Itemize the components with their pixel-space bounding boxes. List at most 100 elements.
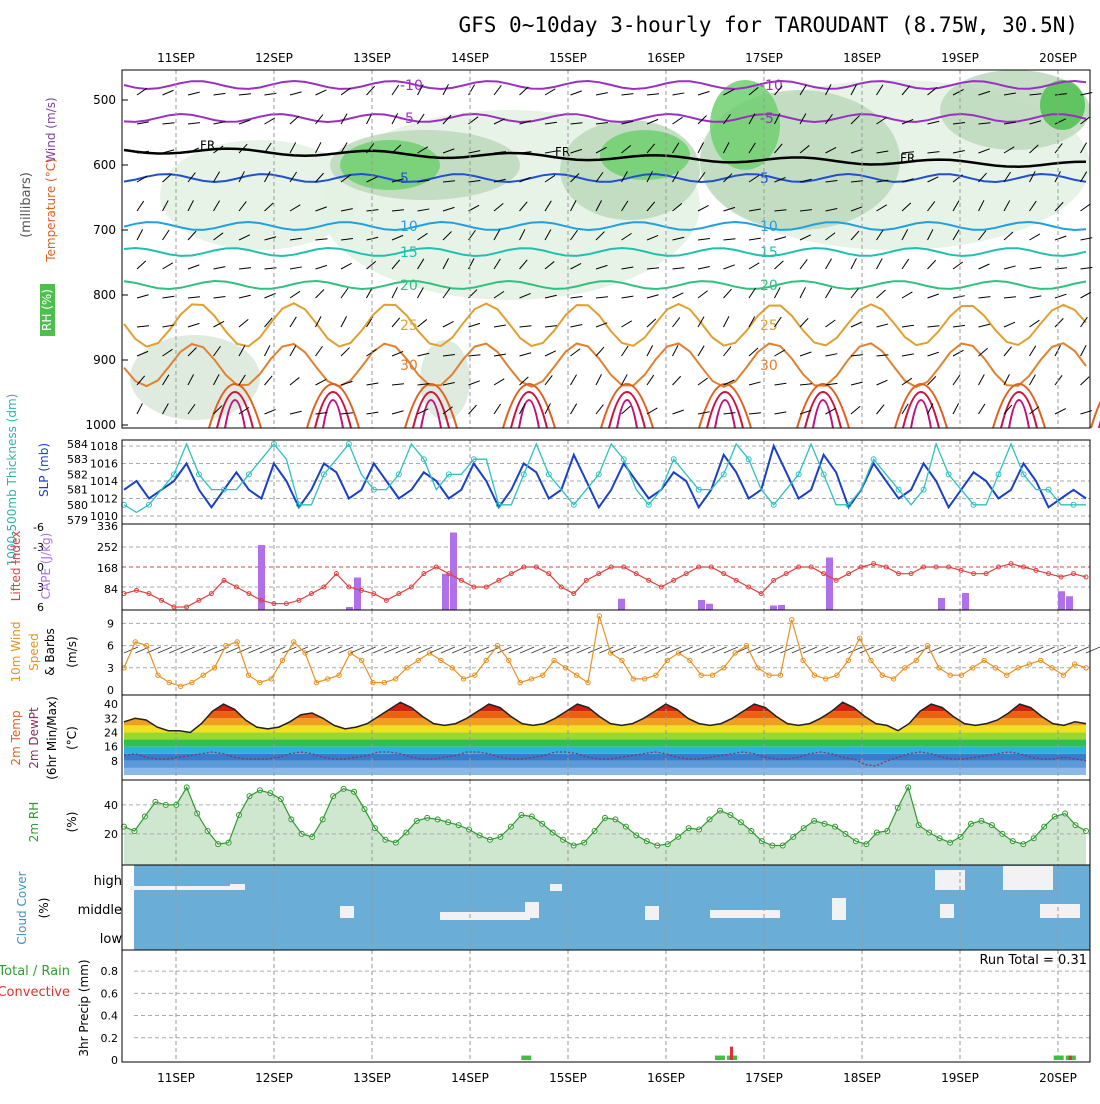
- freezing-label: FR: [200, 138, 215, 152]
- cape-bar: [442, 573, 449, 610]
- wind-barb: [289, 237, 302, 241]
- wind-barb: [799, 178, 812, 183]
- wind-barb: [391, 410, 404, 415]
- wind-barb: [442, 287, 451, 299]
- wind-barb: [442, 320, 454, 328]
- wind-barb: [646, 318, 657, 328]
- wind-barb: [697, 237, 710, 241]
- li-ylabels: Lifted Index CAPE (J/kg): [9, 531, 53, 602]
- cloud-cover-block: [1040, 904, 1080, 918]
- wind-barb: [850, 180, 863, 183]
- li-tick: 0: [37, 561, 44, 574]
- freezing-label: FR: [555, 145, 570, 159]
- wind-barb: [952, 88, 964, 96]
- wind-barb: [901, 291, 913, 299]
- wind10-barb: [395, 646, 410, 654]
- wind-barb: [799, 351, 812, 357]
- wind-barb: [544, 121, 557, 125]
- bottom-date-label: 11SEP: [157, 1071, 195, 1085]
- top-date-label: 13SEP: [353, 51, 391, 65]
- isotherm-label: 10: [400, 219, 418, 235]
- li-point: [446, 571, 452, 577]
- wind-barb: [672, 409, 684, 415]
- wind-barb: [315, 289, 325, 299]
- wind-point: [743, 642, 750, 649]
- wind-barb: [825, 146, 837, 154]
- wind-barb: [264, 317, 273, 328]
- wind10-barb: [452, 646, 467, 654]
- wind10-barb: [1063, 646, 1078, 654]
- wind-barb: [340, 380, 353, 386]
- wind-barb: [748, 142, 756, 154]
- wind-barb: [493, 151, 506, 154]
- wind-barb: [340, 347, 350, 357]
- wind-point: [506, 657, 512, 664]
- wind-barb: [621, 320, 633, 328]
- thickness-tick: 582: [67, 468, 88, 481]
- wind-barb: [340, 287, 349, 299]
- wind-barb: [825, 113, 833, 125]
- bottom-date-label: 20SEP: [1039, 1071, 1077, 1085]
- wind10-barb: [882, 646, 897, 654]
- slp-tick: 1010: [90, 510, 118, 523]
- wind-point: [143, 642, 150, 649]
- wind10-barb: [350, 646, 365, 654]
- wind-barb: [289, 204, 301, 212]
- wind10-barb: [259, 646, 274, 654]
- isotherm-label: 25: [400, 318, 418, 334]
- wind-barb: [748, 208, 761, 212]
- wind-barb: [723, 113, 731, 125]
- precip-total-bar: [1053, 1055, 1064, 1060]
- temp-ylabel-3: (6hr Min/Max): [45, 696, 59, 780]
- wind-barb: [952, 295, 965, 299]
- wind-barb: [315, 238, 328, 241]
- wind-barb: [1054, 293, 1067, 299]
- wind10-barb: [1085, 646, 1100, 654]
- boundary-isotherm: [804, 391, 842, 429]
- wind-barb: [417, 408, 429, 415]
- precip-tick: 0.2: [101, 1032, 119, 1045]
- wind-ylabel-3: & Barbs: [43, 628, 57, 676]
- precip-tick: 0.8: [101, 965, 119, 978]
- panels: -10-10-5-55510101515202025253030FRFRFR50…: [33, 69, 1100, 1067]
- li-point: [821, 571, 827, 577]
- wind-barb: [621, 120, 634, 125]
- wind-barb: [1029, 171, 1036, 183]
- li-point: [633, 571, 639, 577]
- wind-barb: [595, 171, 604, 183]
- wind-barb: [519, 86, 529, 96]
- thickness-point: [395, 471, 402, 478]
- wind-point: [325, 676, 331, 682]
- bottom-date-label: 16SEP: [647, 1071, 685, 1085]
- li-point: [508, 571, 514, 577]
- wind-point: [653, 672, 659, 678]
- wind-barb: [672, 171, 679, 183]
- wind10-barb: [678, 646, 693, 654]
- wind-barb: [748, 316, 756, 328]
- wind-barb: [468, 380, 480, 386]
- wind-barb: [799, 383, 812, 386]
- wind-barb: [774, 176, 786, 183]
- wind-barb: [697, 171, 706, 183]
- wind-barb: [825, 287, 833, 299]
- wind-barb: [366, 143, 375, 154]
- wind10-barb: [723, 646, 738, 654]
- wind-barb: [799, 317, 809, 328]
- wind-point: [177, 683, 184, 689]
- wind-point: [574, 672, 580, 678]
- wind-point: [732, 650, 738, 656]
- cloud-ylabel: Cloud Cover: [15, 871, 29, 944]
- wind10-barb: [418, 646, 433, 654]
- boundary-isotherm: [420, 399, 442, 429]
- wind-barb: [213, 345, 221, 357]
- wind-barb: [697, 290, 708, 299]
- wind-barb: [187, 296, 200, 299]
- wind10-barb: [972, 646, 987, 654]
- wind-point: [1004, 672, 1010, 678]
- wind-barb: [162, 262, 174, 270]
- wind-point: [472, 672, 478, 678]
- wind-barb: [978, 90, 991, 96]
- thickness-tick: 580: [67, 499, 88, 512]
- wind-barb: [1003, 346, 1012, 357]
- wind-barb: [723, 288, 732, 299]
